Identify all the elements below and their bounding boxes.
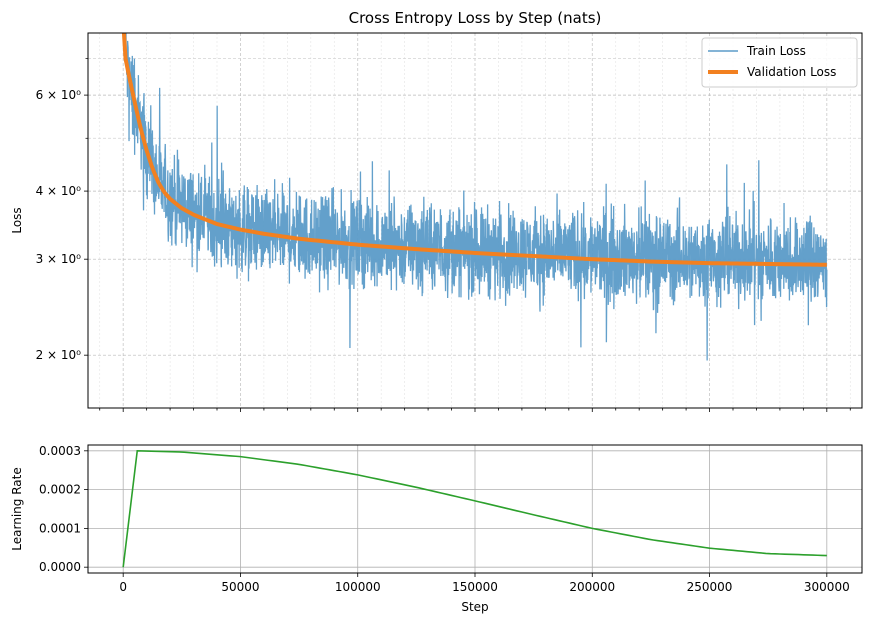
x-tick-label: 250000 bbox=[687, 580, 733, 594]
learning-rate-axes: 0 50000 100000 150000 200000 250000 300000 0.00… bbox=[10, 444, 863, 614]
lr-ticks: 0 50000 100000 150000 200000 250000 300000 0.00… bbox=[39, 444, 850, 594]
y-tick-label: 0.0001 bbox=[39, 521, 81, 535]
x-tick-label: 0 bbox=[119, 580, 127, 594]
y-tick-label: 2 × 10⁰ bbox=[36, 348, 82, 362]
loss-series bbox=[121, 33, 828, 361]
y-tick-label: 3 × 10⁰ bbox=[36, 252, 82, 266]
y-tick-label: 6 × 10⁰ bbox=[36, 88, 82, 102]
loss-axes: 2 × 10⁰ 3 × 10⁰ 4 × 10⁰ 6 × 10⁰ Cross Entro… bbox=[10, 9, 863, 412]
x-tick-label: 200000 bbox=[569, 580, 615, 594]
x-tick-label: 100000 bbox=[335, 580, 381, 594]
loss-y-axis-label: Loss bbox=[10, 207, 24, 233]
legend-box bbox=[701, 37, 858, 88]
x-tick-label: 150000 bbox=[452, 580, 498, 594]
lr-series bbox=[122, 450, 827, 568]
y-tick-label: 0.0002 bbox=[39, 483, 81, 497]
legend-label-train-loss: Train Loss bbox=[746, 44, 806, 58]
train-loss-line bbox=[124, 33, 828, 361]
legend: Train Loss Validation Loss bbox=[701, 37, 858, 88]
lr-y-axis-label: Learning Rate bbox=[10, 467, 24, 550]
y-tick-label: 0.0000 bbox=[39, 560, 81, 574]
y-tick-label: 4 × 10⁰ bbox=[36, 184, 82, 198]
lr-grid bbox=[88, 445, 862, 573]
learning-rate-line bbox=[122, 450, 827, 568]
step-x-axis-label: Step bbox=[461, 600, 488, 614]
legend-label-validation-loss: Validation Loss bbox=[747, 65, 836, 79]
loss-chart-title: Cross Entropy Loss by Step (nats) bbox=[349, 9, 602, 27]
y-tick-label: 0.0003 bbox=[39, 444, 81, 458]
loss-ticks: 2 × 10⁰ 3 × 10⁰ 4 × 10⁰ 6 × 10⁰ bbox=[36, 58, 851, 412]
x-tick-label: 50000 bbox=[221, 580, 259, 594]
x-tick-label: 300000 bbox=[804, 580, 850, 594]
